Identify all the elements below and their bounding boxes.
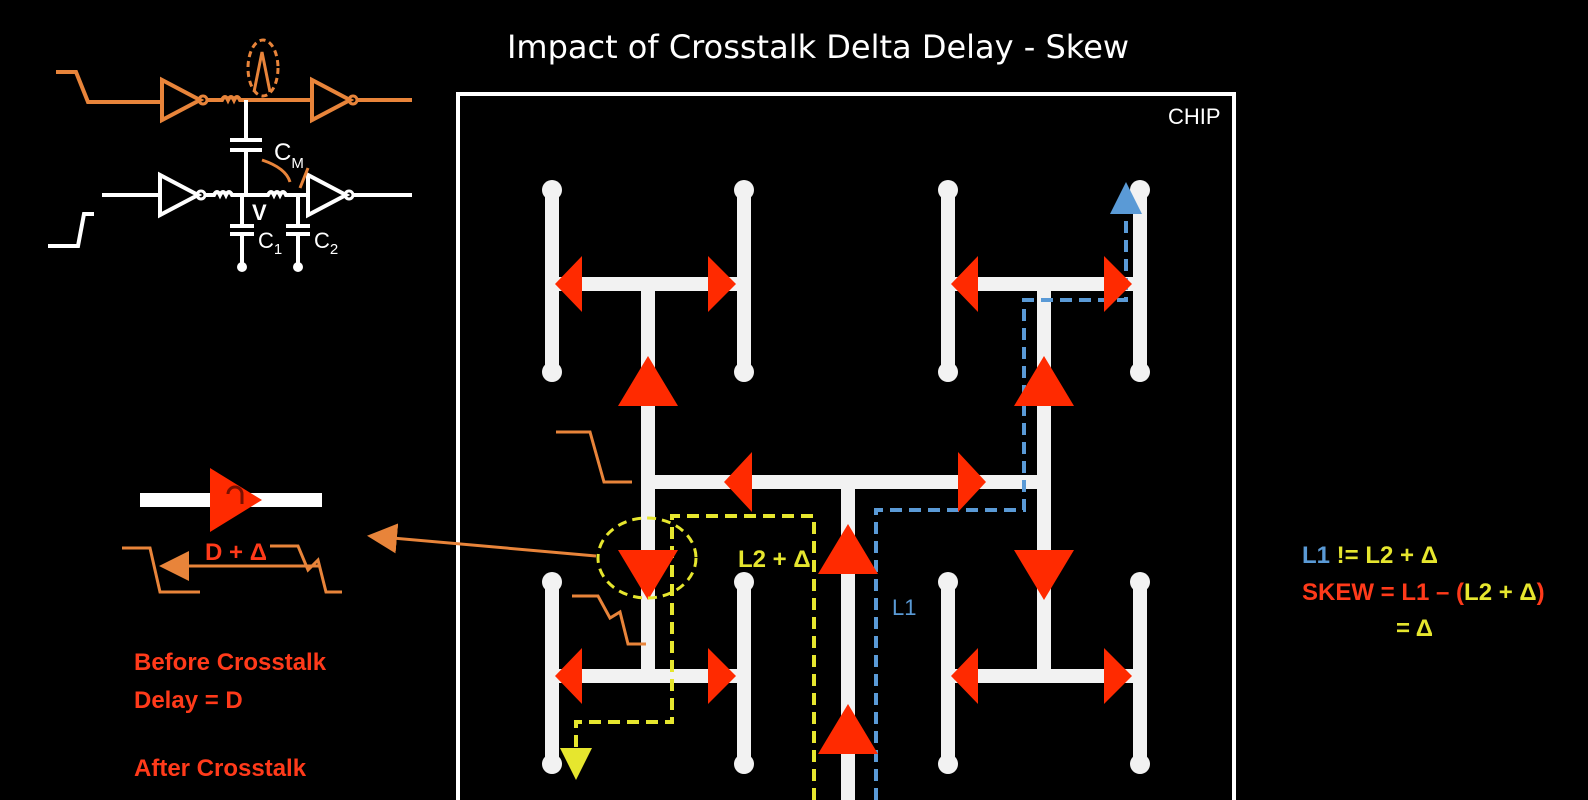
buffer-tl-right bbox=[708, 256, 736, 312]
victim-buffer-highlight bbox=[596, 516, 698, 600]
l1-label: L1 bbox=[892, 595, 916, 620]
buffer-center-left bbox=[724, 452, 752, 512]
victim-input-waveform bbox=[48, 212, 94, 248]
cm-label: CM bbox=[274, 139, 304, 172]
buffer-bl-right bbox=[708, 648, 736, 704]
victim-receiver bbox=[306, 171, 351, 219]
aggressor-net bbox=[207, 95, 312, 105]
before-crosstalk-line1: Before Crosstalk bbox=[134, 649, 327, 676]
buffer-bl-left bbox=[555, 648, 582, 704]
c1-label: C1 bbox=[258, 228, 282, 258]
victim-net bbox=[205, 190, 308, 200]
buffer-center-right bbox=[958, 452, 986, 512]
output-waveform bbox=[270, 544, 342, 594]
after-crosstalk-line1: After Crosstalk bbox=[134, 755, 307, 782]
buffer-tr-left bbox=[951, 256, 978, 312]
chip-label: CHIP bbox=[1168, 104, 1221, 129]
before-crosstalk-line2: Delay = D bbox=[134, 687, 243, 714]
buffer-root-upper bbox=[818, 524, 878, 574]
buffer-tr-trunk bbox=[1014, 356, 1074, 406]
aggressor-waveform-upper bbox=[556, 430, 632, 484]
l2-path bbox=[560, 514, 816, 800]
aggressor-input-waveform bbox=[56, 70, 162, 104]
crosstalk-circuit: CM V C1 C2 bbox=[48, 38, 412, 272]
l2-label: L2 + Δ bbox=[738, 546, 811, 573]
buffer-br-right bbox=[1104, 648, 1132, 704]
v-label: V bbox=[252, 200, 267, 225]
delay-label: D + Δ bbox=[205, 539, 267, 566]
buffer-br-left bbox=[951, 648, 978, 704]
equation-line3: = Δ bbox=[1396, 615, 1433, 642]
equation-line2: SKEW = L1 – (L2 + Δ) bbox=[1302, 579, 1545, 606]
buffer-tl-left bbox=[555, 256, 582, 312]
input-waveform bbox=[122, 546, 200, 594]
buffer-root-lower bbox=[818, 704, 878, 754]
callout-arrow bbox=[367, 523, 597, 558]
equation-line1: L1 != L2 + Δ bbox=[1302, 542, 1438, 569]
buffer-triangle bbox=[210, 468, 262, 532]
c2-label: C2 bbox=[314, 228, 338, 258]
slide-title: Impact of Crosstalk Delta Delay - Skew bbox=[507, 28, 1129, 66]
victim-driver bbox=[158, 171, 203, 219]
aggressor-driver bbox=[160, 76, 205, 124]
delay-illustration: D + Δ Before Crosstalk Delay = D After C… bbox=[122, 468, 342, 782]
clock-tree-endpoints bbox=[542, 180, 1150, 774]
buffer-bl-trunk bbox=[618, 550, 678, 600]
clock-tree-wires bbox=[545, 183, 1147, 800]
aggressor-glitch-marker bbox=[246, 38, 280, 98]
clock-buffers bbox=[555, 256, 1132, 754]
buffer-tl-trunk bbox=[618, 356, 678, 406]
buffer-br-trunk bbox=[1014, 550, 1074, 600]
aggressor-receiver bbox=[310, 76, 355, 124]
aggressor-waveform-lower bbox=[572, 594, 646, 646]
buffer-tr-right bbox=[1104, 256, 1132, 312]
chip-outline bbox=[456, 92, 1236, 800]
